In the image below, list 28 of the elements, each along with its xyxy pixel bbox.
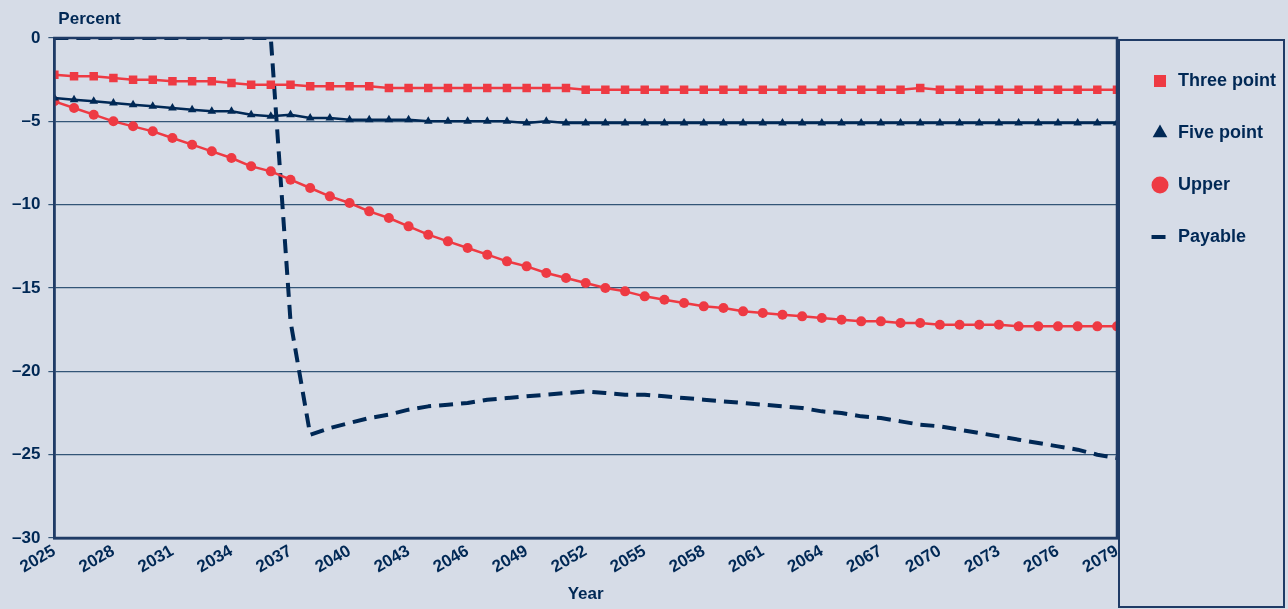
x-tick-label: 2061 [724,540,768,577]
x-tick-label: 2073 [961,540,1004,577]
y-tick-label: –30 [11,527,41,547]
x-tick-label: 2034 [193,540,237,577]
y-tick-label: –5 [21,111,41,131]
x-tick-label: 2028 [75,540,118,577]
x-tick-label: 2043 [370,540,413,577]
y-axis-title: Percent [58,9,122,29]
x-tick-label: 2070 [902,540,945,577]
legend-label: Upper [1178,173,1231,194]
legend-label: Five point [1178,121,1264,142]
x-tick-label: 2064 [783,540,827,577]
y-tick-label: 0 [30,27,41,47]
legend-label: Payable [1178,225,1247,246]
x-tick-label: 2079 [1079,540,1122,577]
y-tick-label: –15 [11,277,41,297]
x-tick-label: 2040 [311,540,354,577]
x-tick-label: 2076 [1020,540,1063,577]
y-tick-label: –20 [11,361,41,381]
x-tick-label: 2052 [547,540,591,577]
x-tick-label: 2058 [665,540,709,577]
x-axis-title: Year [567,584,605,604]
x-tick-label: 2049 [488,540,531,577]
x-tick-label: 2046 [429,540,472,577]
x-tick-label: 2031 [134,540,177,577]
legend-label: Three point [1178,69,1277,90]
y-tick-label: –25 [11,444,41,464]
y-tick-label: –10 [11,194,41,214]
